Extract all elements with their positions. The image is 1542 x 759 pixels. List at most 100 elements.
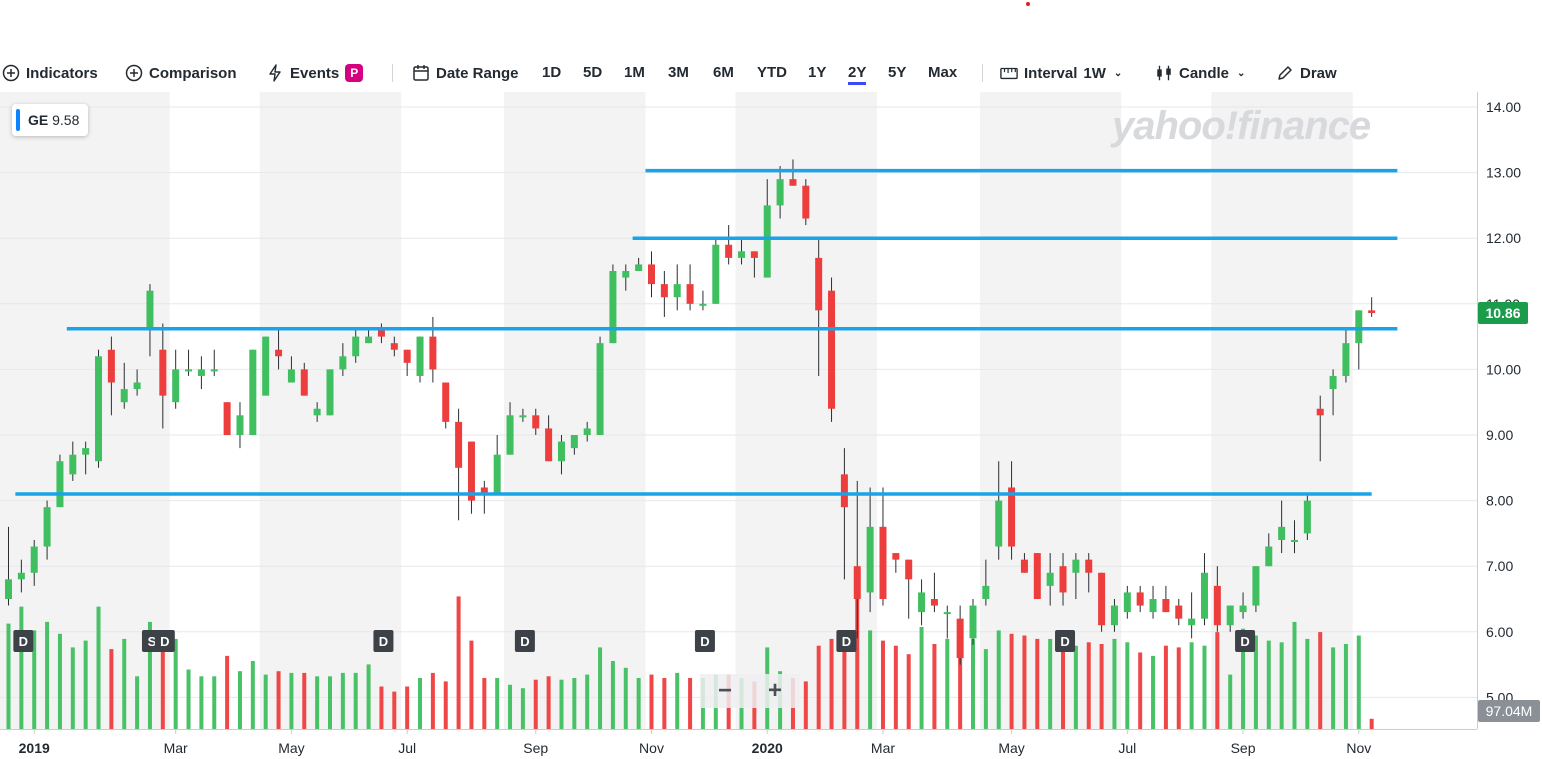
x-tick-label: Mar — [871, 740, 895, 756]
range-1m-button[interactable]: 1M — [624, 64, 645, 81]
event-marker — [836, 630, 857, 652]
candle-body — [275, 349, 283, 357]
candle-body — [1136, 592, 1144, 606]
candle-body — [172, 369, 180, 403]
volume-bar — [880, 640, 885, 729]
candle-body — [828, 290, 836, 409]
toolbar-divider — [392, 64, 393, 82]
candle-body — [442, 382, 450, 422]
plus-circle-icon — [2, 64, 20, 82]
candle-body — [1162, 599, 1170, 613]
y-tick-label: 8.00 — [1486, 493, 1513, 509]
volume-bar — [1035, 638, 1040, 729]
date-range-button[interactable]: Date Range — [412, 62, 519, 84]
candle-body — [699, 303, 707, 306]
date-range-label: Date Range — [436, 64, 519, 82]
current-price-value: 10.86 — [1485, 305, 1520, 321]
volume-bar — [250, 661, 255, 729]
volume-bar — [932, 644, 937, 729]
range-6m-button[interactable]: 6M — [713, 64, 734, 81]
candle-body — [918, 592, 926, 613]
volume-bar — [147, 621, 152, 729]
calendar-icon — [412, 64, 430, 82]
candle-body — [82, 448, 90, 455]
comparison-button[interactable]: Comparison — [125, 62, 237, 84]
ruler-icon — [1000, 64, 1018, 82]
x-tick-label: Nov — [1346, 740, 1371, 756]
volume-bar — [340, 672, 345, 729]
volume-bar — [1266, 640, 1271, 729]
candle-body — [493, 454, 501, 495]
volume-bar — [1189, 642, 1194, 729]
volume-bar — [906, 654, 911, 729]
volume-bar — [893, 645, 898, 729]
y-tick-label: 13.00 — [1486, 165, 1521, 181]
x-tick-label: May — [998, 740, 1024, 756]
candle-body — [1046, 572, 1054, 586]
candle-body — [1265, 546, 1273, 567]
event-marker-label: D — [379, 634, 388, 649]
volume-bar — [1305, 638, 1310, 729]
volume-bar — [353, 672, 358, 729]
y-tick-label: 7.00 — [1486, 558, 1513, 574]
range-ytd-button[interactable]: YTD — [757, 64, 787, 81]
symbol-legend[interactable]: GE 9.58 — [12, 104, 88, 136]
events-button[interactable]: Events P — [266, 62, 364, 84]
x-tick-label: Mar — [164, 740, 188, 756]
range-5d-button[interactable]: 5D — [583, 64, 603, 81]
candle-body — [930, 599, 938, 606]
event-marker — [514, 630, 535, 652]
volume-bar — [572, 678, 577, 729]
range-1y-button[interactable]: 1Y — [808, 64, 827, 81]
volume-bar — [1073, 645, 1078, 729]
volume-bar — [598, 647, 603, 729]
candle-body — [197, 369, 205, 376]
range-2y-button[interactable]: 2Y — [848, 62, 867, 85]
candle-body — [776, 179, 784, 206]
interval-dropdown[interactable]: Interval 1W ⌄ — [1000, 62, 1122, 84]
candle-body — [403, 349, 411, 363]
range-3m-button[interactable]: 3M — [668, 64, 689, 81]
candle-body — [365, 336, 373, 344]
candle-body — [982, 585, 990, 599]
candle-body — [120, 389, 128, 403]
candle-body — [1020, 559, 1028, 573]
candle-body — [390, 343, 398, 350]
volume-bar — [662, 678, 667, 729]
volume-bar — [623, 667, 628, 729]
volume-bar — [1215, 632, 1220, 729]
indicators-button[interactable]: Indicators — [2, 62, 98, 84]
volume-bar — [1061, 645, 1066, 729]
zoom-out-button[interactable]: − — [700, 674, 750, 708]
y-tick-label: 14.00 — [1486, 99, 1521, 115]
volume-bar — [379, 686, 384, 729]
volume-bar — [45, 621, 50, 729]
interval-label: Interval — [1024, 64, 1078, 82]
candle-body — [1033, 553, 1041, 599]
candle-body — [1059, 566, 1067, 593]
volume-bar — [803, 681, 808, 729]
candle-icon — [1155, 64, 1173, 82]
volume-bar — [1151, 655, 1156, 729]
candle-body — [866, 526, 874, 593]
volume-bar — [996, 630, 1001, 729]
volume-bar — [855, 598, 860, 729]
draw-button[interactable]: Draw — [1276, 62, 1337, 84]
candle-body — [377, 330, 385, 337]
volume-bar — [1125, 642, 1130, 729]
candle-body — [1303, 500, 1311, 534]
zoom-in-button[interactable]: + — [750, 674, 800, 708]
candle-body — [223, 402, 231, 435]
range-1d-button[interactable]: 1D — [542, 64, 562, 81]
volume-bar — [1176, 647, 1181, 729]
volume-bar — [443, 681, 448, 729]
candle-body — [95, 356, 103, 462]
month-band — [1211, 92, 1353, 729]
event-marker-label: D — [19, 634, 28, 649]
chart-type-dropdown[interactable]: Candle ⌄ — [1155, 62, 1245, 84]
range-max-button[interactable]: Max — [928, 64, 958, 81]
candle-body — [1200, 572, 1208, 619]
range-5y-button[interactable]: 5Y — [888, 64, 907, 81]
candle-body — [725, 244, 733, 258]
